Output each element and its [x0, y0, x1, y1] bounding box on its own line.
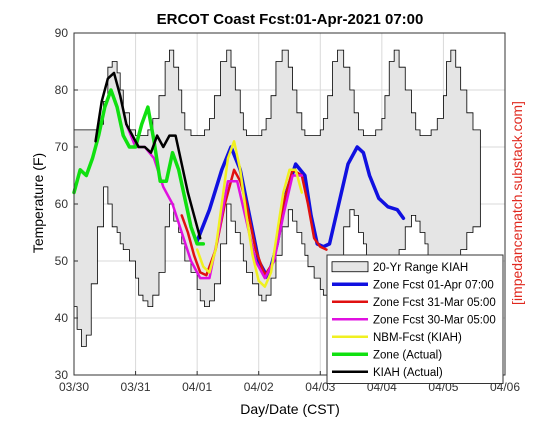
- legend-label-band: 20-Yr Range KIAH: [373, 262, 468, 274]
- series-line-3: [195, 140, 304, 288]
- legend-label-4: Zone (Actual): [373, 349, 442, 361]
- legend-label-1: Zone Fcst 31-Mar 05:00: [373, 297, 496, 309]
- watermark-text: [impedancematch.substack.com]: [509, 101, 525, 305]
- y-axis-label: Temperature (F): [30, 153, 46, 253]
- y-tick-label: 70: [55, 140, 69, 154]
- y-tick-label: 80: [55, 83, 69, 97]
- series-line-5: [94, 71, 202, 240]
- x-tick-label: 03/31: [121, 380, 151, 394]
- legend-swatch-band: [331, 261, 369, 273]
- x-tick-label: 03/30: [59, 380, 89, 394]
- y-tick-label: 60: [55, 197, 69, 211]
- x-tick-label: 04/02: [244, 380, 274, 394]
- series-group: [72, 71, 406, 288]
- legend: 20-Yr Range KIAH Zone Fcst 01-Apr 07:00 Zo…: [326, 254, 504, 384]
- y-tick-label: 50: [55, 254, 69, 268]
- x-axis-label: Day/Date (CST): [240, 401, 340, 417]
- legend-label-2: Zone Fcst 30-Mar 05:00: [373, 314, 496, 326]
- y-tick-label: 30: [55, 368, 69, 382]
- x-tick-label: 04/01: [182, 380, 212, 394]
- series-line-1: [180, 168, 328, 277]
- chart-title: ERCOT Coast Fcst:01-Apr-2021 07:00: [157, 11, 424, 28]
- y-tick-label: 40: [55, 311, 69, 325]
- legend-label-3: NBM-Fcst (KIAH): [373, 332, 462, 344]
- legend-label-5: KIAH (Actual): [373, 367, 443, 379]
- series-line-4: [72, 88, 206, 246]
- y-tick-label: 90: [55, 26, 69, 40]
- legend-label-0: Zone Fcst 01-Apr 07:00: [373, 279, 494, 291]
